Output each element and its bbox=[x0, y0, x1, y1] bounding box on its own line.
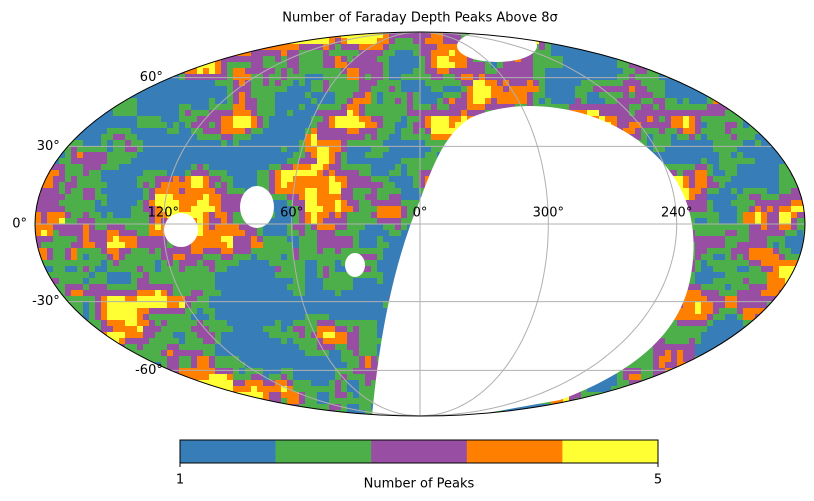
lon-tick-label: 300° bbox=[533, 206, 564, 221]
map-frame bbox=[34, 31, 806, 417]
colorbar-segment bbox=[371, 440, 468, 463]
colorbar: 1 5 Number of Peaks bbox=[176, 439, 662, 492]
lon-tick-label: 120° bbox=[148, 206, 179, 221]
lat-tick-label: -30° bbox=[32, 294, 60, 309]
lat-tick-label: -60° bbox=[135, 363, 163, 378]
colorbar-segment bbox=[562, 440, 659, 463]
colorbar-segment bbox=[180, 440, 276, 463]
colorbar-tick-label: 5 bbox=[654, 473, 662, 488]
graticule bbox=[35, 31, 805, 417]
colorbar-segment bbox=[466, 440, 563, 463]
grid-line bbox=[291, 31, 421, 417]
grid-line bbox=[419, 31, 549, 417]
colorbar-tick-label: 1 bbox=[176, 473, 184, 488]
lon-tick-label: 0° bbox=[413, 206, 428, 221]
colorbar-segment bbox=[275, 440, 372, 463]
colorbar-frame bbox=[179, 439, 659, 464]
lat-tick-label: 0° bbox=[12, 217, 27, 232]
lon-tick-label: 240° bbox=[661, 206, 692, 221]
map-title: Number of Faraday Depth Peaks Above 8σ bbox=[282, 11, 558, 26]
lat-tick-label: 60° bbox=[140, 70, 163, 85]
lat-tick-label: 30° bbox=[37, 139, 60, 154]
colorbar-label: Number of Peaks bbox=[364, 477, 475, 492]
grid-line bbox=[162, 31, 421, 417]
grid-line bbox=[419, 31, 678, 417]
lon-tick-label: 60° bbox=[280, 206, 303, 221]
